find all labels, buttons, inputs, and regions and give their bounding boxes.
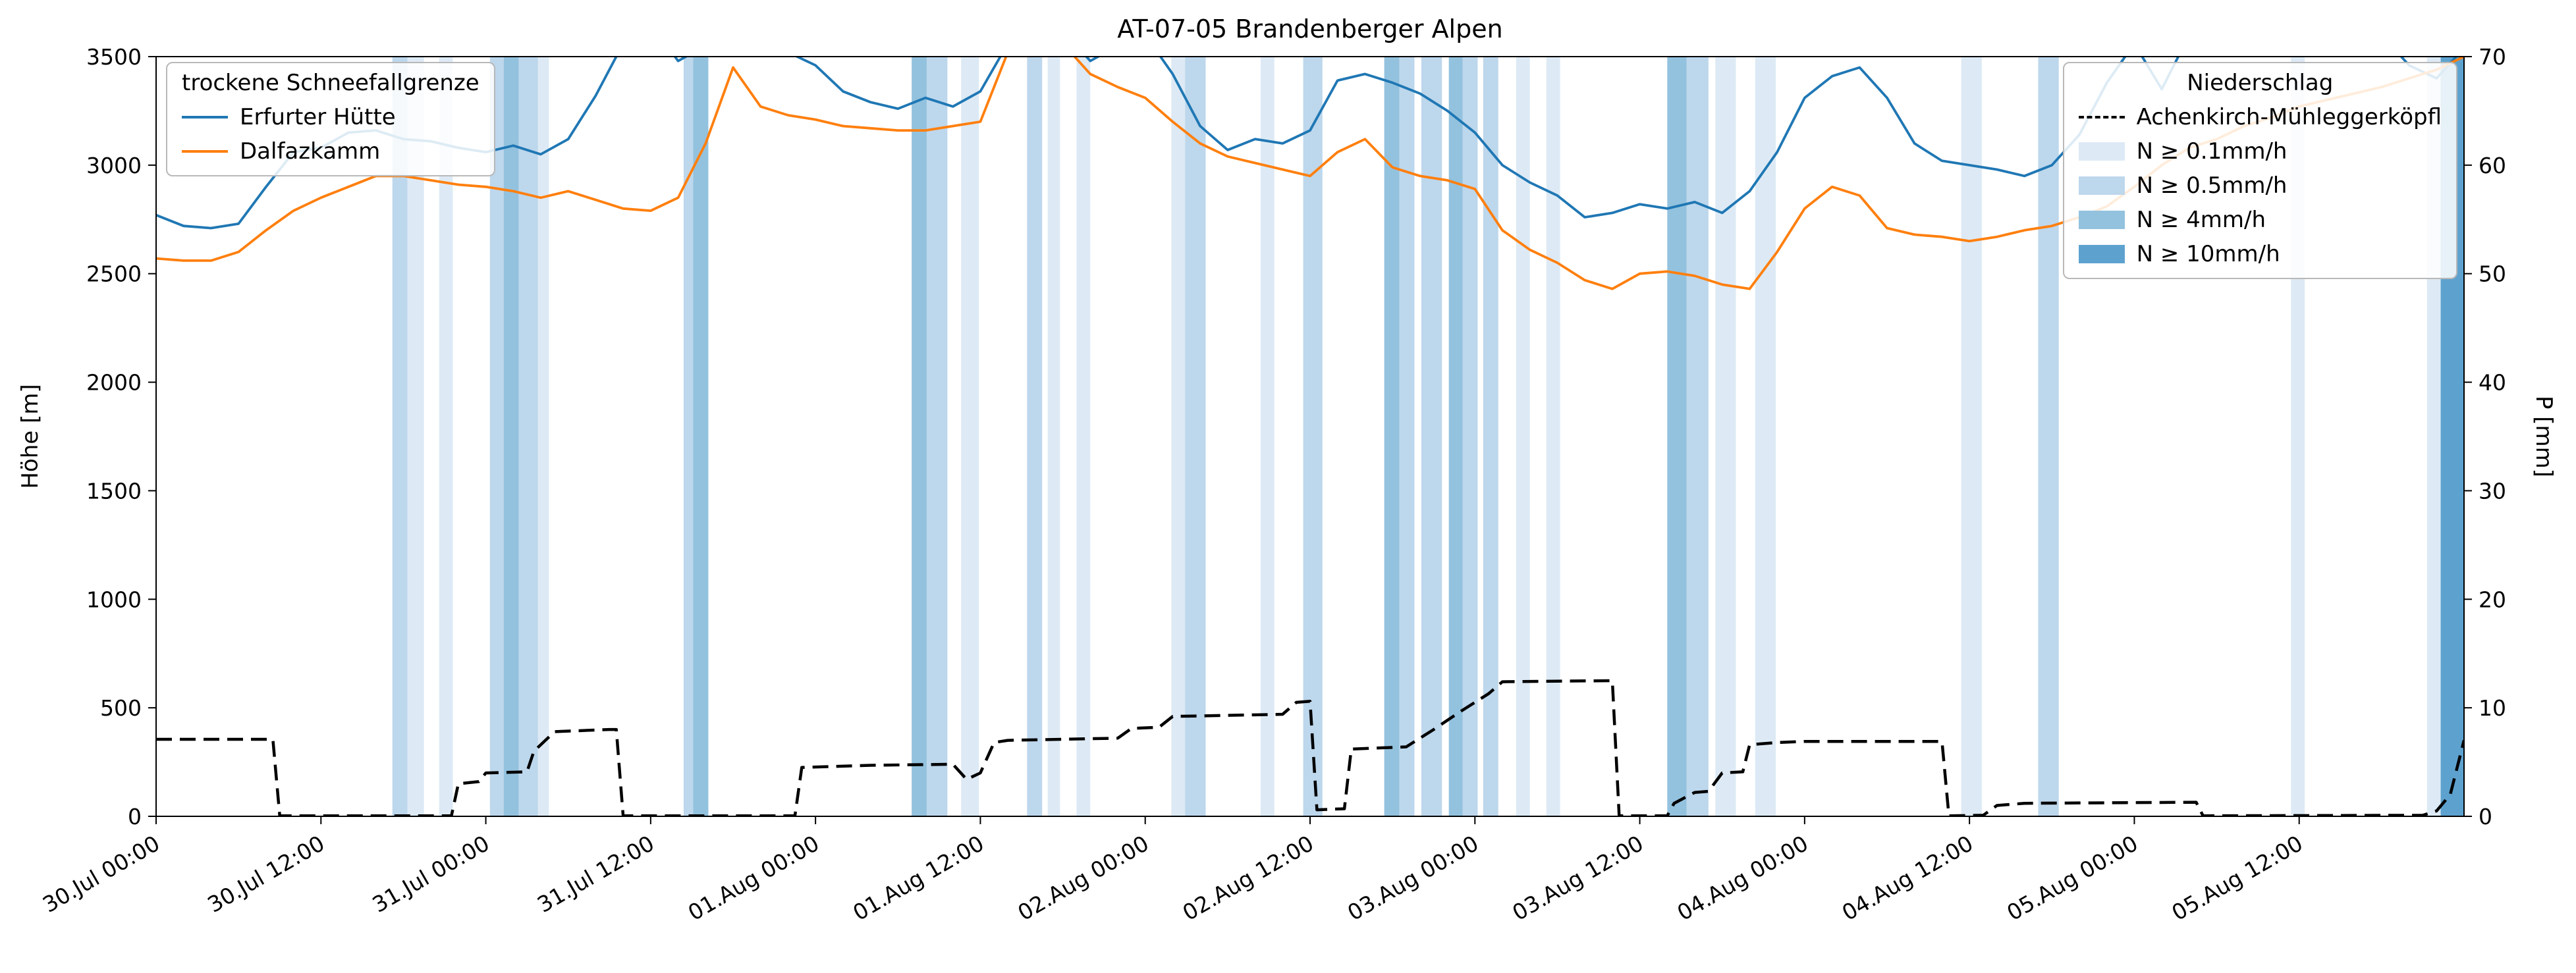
- achenkirch-dashed-line-swatch: [2078, 116, 2125, 118]
- y-left-tick-label: 3000: [86, 153, 142, 178]
- precip-band-level-1: [961, 57, 979, 816]
- legend-precip: Niederschlag Achenkirch-Mühleggerköpfl N…: [2062, 62, 2457, 279]
- legend-label-band-3: N ≥ 4mm/h: [2136, 207, 2266, 233]
- legend-entry-band-3: N ≥ 4mm/h: [2078, 207, 2442, 233]
- x-tick-label: 03.Aug 12:00: [1508, 830, 1647, 926]
- precip-band-level-2: [927, 57, 948, 816]
- y-right-tick-label: 0: [2479, 804, 2492, 829]
- precip-band-level-1: [1961, 57, 1982, 816]
- legend-label-band-4: N ≥ 10mm/h: [2136, 241, 2280, 267]
- y-axis-label-right: P [mm]: [2531, 395, 2557, 478]
- precip-band-level-1: [1516, 57, 1530, 816]
- legend-entry-band-2: N ≥ 0.5mm/h: [2078, 172, 2442, 199]
- chart-title: AT-07-05 Brandenberger Alpen: [1117, 14, 1503, 43]
- precip-band-level-2: [1421, 57, 1442, 816]
- precip-band-level-1: [1076, 57, 1091, 816]
- legend-label-achenkirch: Achenkirch-Mühleggerköpfl: [2136, 104, 2442, 130]
- precip-band-level-2: [1399, 57, 1415, 816]
- legend-entry-band-4: N ≥ 10mm/h: [2078, 241, 2442, 267]
- precip-band-level-2: [489, 57, 504, 816]
- precip-band-level-2: [683, 57, 694, 816]
- y-left-tick-label: 3500: [86, 44, 142, 70]
- precip-level-3-swatch: [2078, 211, 2125, 229]
- legend-snowline: trockene Schneefallgrenze Erfurter Hütte…: [166, 62, 495, 176]
- x-tick-label: 02.Aug 12:00: [1178, 830, 1318, 926]
- precip-band-level-2: [1185, 57, 1206, 816]
- y-right-tick-label: 20: [2479, 587, 2506, 612]
- precip-band-level-2: [1303, 57, 1323, 816]
- legend-label-band-1: N ≥ 0.1mm/h: [2136, 138, 2288, 165]
- y-right-tick-label: 50: [2479, 261, 2506, 287]
- y-left-tick-label: 2500: [86, 261, 142, 287]
- x-tick-label: 31.Jul 00:00: [368, 830, 494, 918]
- series-line-achenkirch-m-hleggerk-pfl: [156, 679, 2464, 816]
- precip-band-level-3: [503, 57, 519, 816]
- x-tick-label: 01.Aug 00:00: [684, 830, 823, 926]
- precip-band-level-1: [1260, 57, 1274, 816]
- precip-band-level-2: [1462, 57, 1478, 816]
- precip-band-level-1: [1755, 57, 1776, 816]
- legend-entry-dalfazkamm: Dalfazkamm: [182, 138, 480, 165]
- x-tick-label: 04.Aug 00:00: [1673, 830, 1813, 926]
- y-right-tick-label: 30: [2479, 478, 2506, 504]
- x-tick-label: 31.Jul 12:00: [533, 830, 659, 918]
- legend-label-erfurter-huette: Erfurter Hütte: [240, 104, 396, 130]
- precip-level-4-swatch: [2078, 245, 2125, 263]
- legend-label-band-2: N ≥ 0.5mm/h: [2136, 172, 2288, 199]
- precip-band-level-2: [2038, 57, 2059, 816]
- x-tick-label: 04.Aug 12:00: [1838, 830, 1977, 926]
- precip-band-level-1: [1047, 57, 1060, 816]
- precip-band-level-3: [693, 57, 709, 816]
- precip-band-level-1: [537, 57, 549, 816]
- precip-band-level-2: [1027, 57, 1043, 816]
- precip-level-2-swatch: [2078, 176, 2125, 195]
- legend-entry-achenkirch: Achenkirch-Mühleggerköpfl: [2078, 104, 2442, 130]
- x-tick-label: 01.Aug 12:00: [848, 830, 988, 926]
- precip-band-level-3: [1667, 57, 1687, 816]
- erfurter-huette-line-swatch: [182, 116, 228, 118]
- y-right-tick-label: 40: [2479, 370, 2506, 396]
- legend-snowline-title: trockene Schneefallgrenze: [182, 70, 480, 96]
- y-left-tick-label: 500: [100, 695, 142, 721]
- legend-entry-erfurter-huette: Erfurter Hütte: [182, 104, 480, 130]
- y-axis-label-left: Höhe [m]: [17, 384, 43, 489]
- x-tick-label: 30.Jul 12:00: [203, 830, 329, 918]
- precip-band-level-2: [1686, 57, 1709, 816]
- y-left-tick-label: 1500: [86, 478, 142, 504]
- x-tick-label: 05.Aug 00:00: [2002, 830, 2142, 926]
- y-right-tick-label: 60: [2479, 153, 2506, 178]
- x-tick-label: 03.Aug 00:00: [1343, 830, 1483, 926]
- precip-band-level-3: [1384, 57, 1400, 816]
- legend-precip-title: Niederschlag: [2187, 70, 2334, 96]
- y-left-tick-label: 2000: [86, 370, 142, 396]
- legend-label-dalfazkamm: Dalfazkamm: [240, 138, 381, 165]
- precip-band-level-1: [407, 57, 424, 816]
- precip-band-level-2: [1483, 57, 1498, 816]
- y-left-tick-label: 0: [128, 804, 142, 829]
- precip-band-level-1: [1715, 57, 1736, 816]
- precip-band-level-3: [912, 57, 927, 816]
- precip-band-level-3: [1448, 57, 1463, 816]
- precip-band-level-1: [1546, 57, 1560, 816]
- precip-band-level-2: [392, 57, 408, 816]
- precip-level-1-swatch: [2078, 142, 2125, 161]
- y-right-tick-label: 10: [2479, 695, 2506, 721]
- x-tick-label: 30.Jul 00:00: [38, 830, 164, 918]
- precip-band-level-1: [1171, 57, 1186, 816]
- precip-band-level-2: [518, 57, 538, 816]
- dalfazkamm-line-swatch: [182, 150, 228, 153]
- x-tick-label: 02.Aug 00:00: [1014, 830, 1153, 926]
- y-left-tick-label: 1000: [86, 587, 142, 612]
- precip-band-level-1: [439, 57, 453, 816]
- x-tick-label: 05.Aug 12:00: [2168, 830, 2307, 926]
- legend-entry-band-1: N ≥ 0.1mm/h: [2078, 138, 2442, 165]
- y-right-tick-label: 70: [2479, 44, 2506, 70]
